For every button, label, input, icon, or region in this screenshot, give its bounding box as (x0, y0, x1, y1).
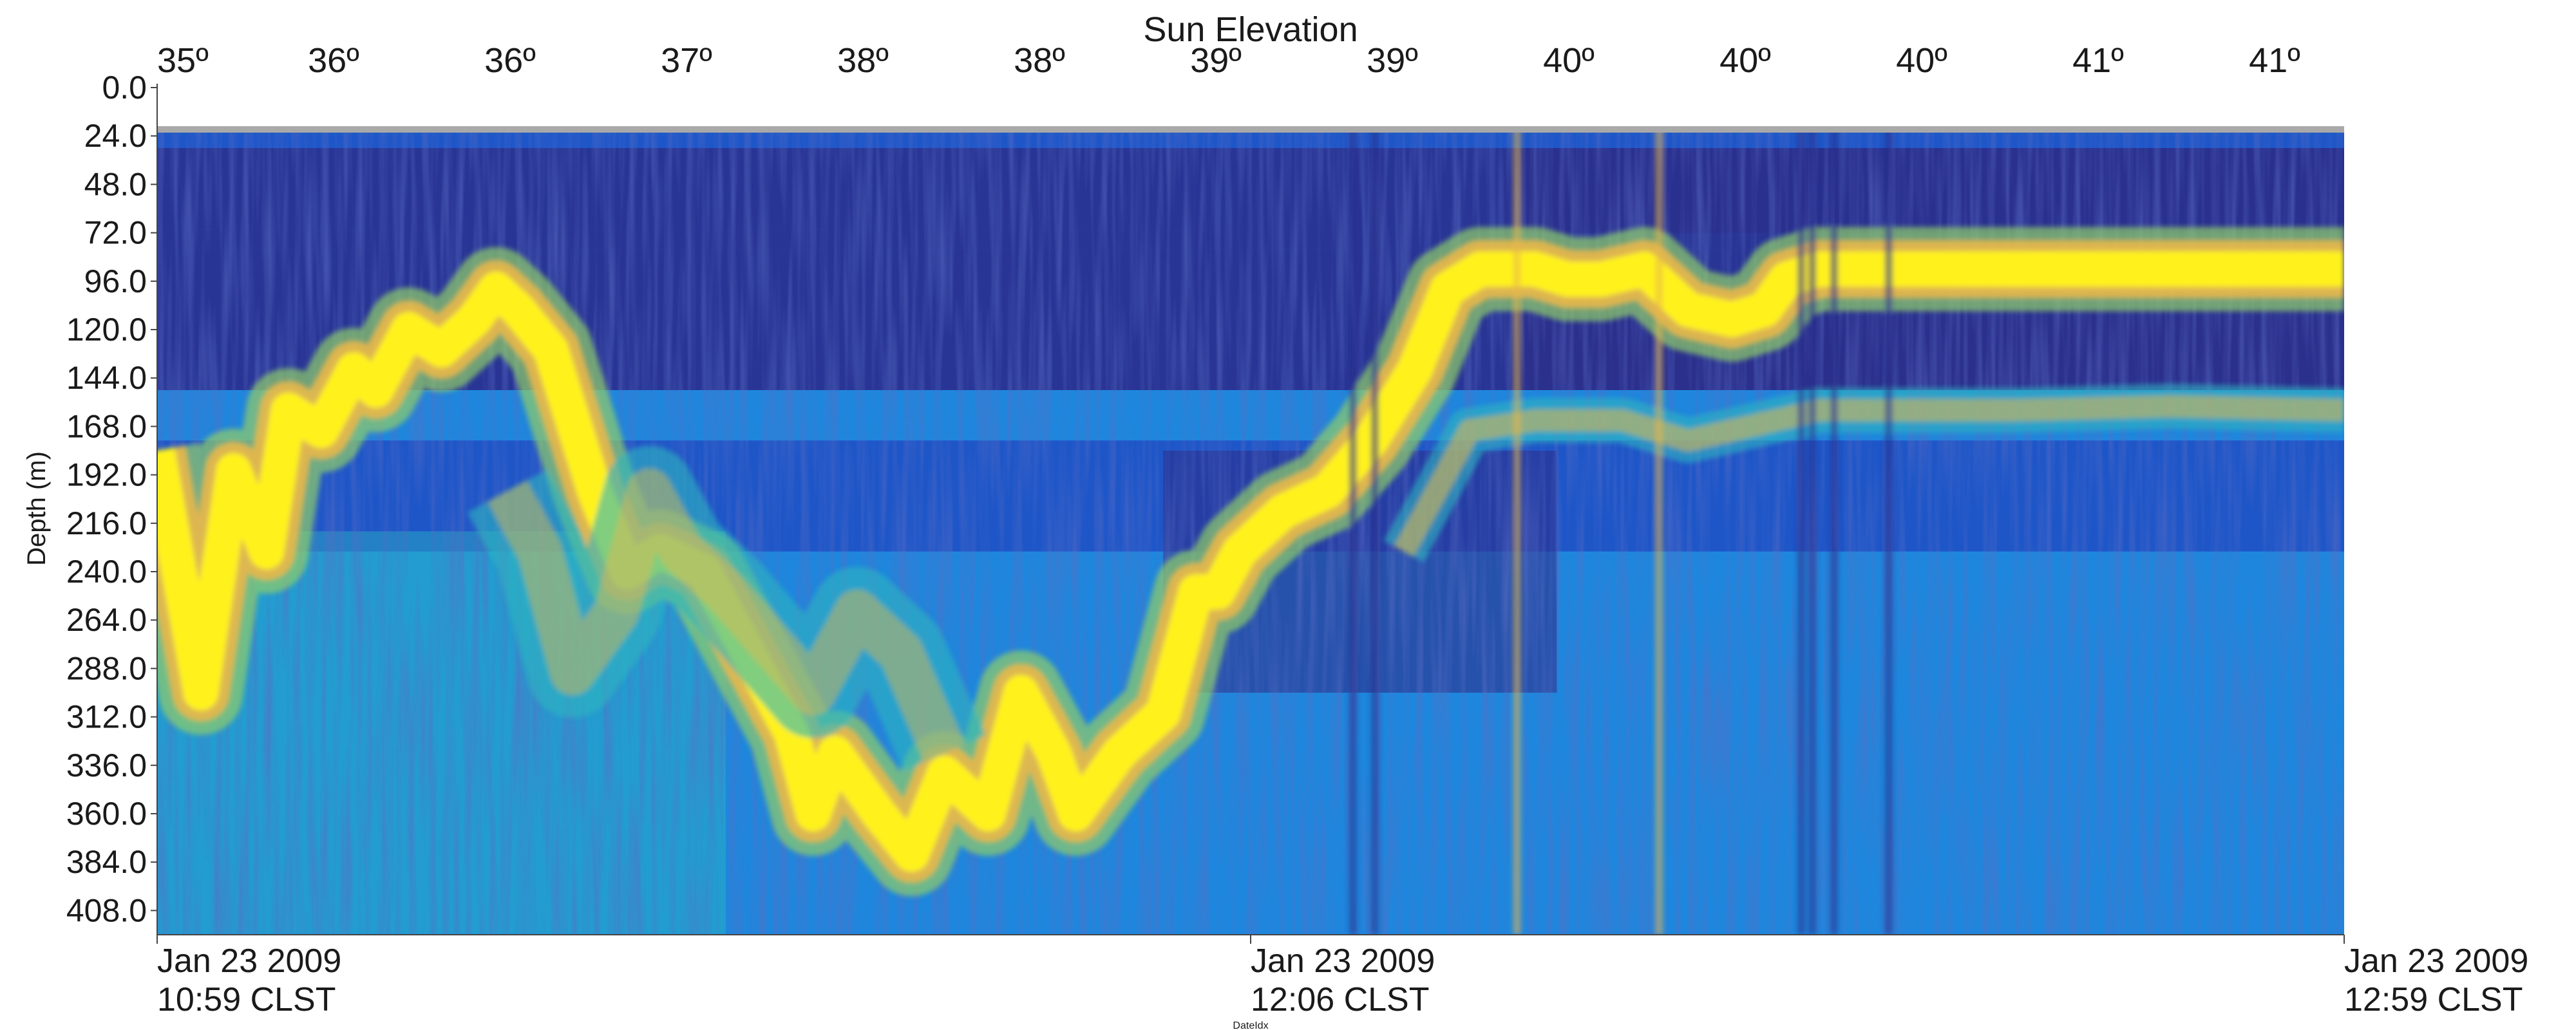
top-tick-label: 36º (308, 41, 359, 80)
y-tick-label: 96.0 (84, 263, 147, 299)
y-tick-label: 384.0 (66, 844, 147, 880)
top-tick-label: 41º (2072, 41, 2124, 80)
y-tick-label: 216.0 (66, 505, 147, 541)
top-tick-label: 38º (1014, 41, 1065, 80)
spike-artifact (1808, 126, 1816, 935)
top-axis-title: Sun Elevation (1143, 10, 1358, 49)
y-tick-label: 408.0 (66, 892, 147, 928)
top-tick-label: 40º (1896, 41, 1947, 80)
x-tick-date: Jan 23 2009 (1251, 942, 1435, 980)
y-tick-label: 312.0 (66, 699, 147, 735)
spike-artifact (1884, 126, 1893, 935)
spike-artifact (1370, 126, 1379, 935)
y-tick-label: 264.0 (66, 602, 147, 638)
top-tick-label: 39º (1190, 41, 1242, 80)
top-tick-label: 35º (157, 41, 209, 80)
y-tick-label: 192.0 (66, 457, 147, 493)
y-axis-ticks: 0.0 24.0 48.0 72.0 96.0 120.0 144.0 168.0 192.0 2… (66, 70, 157, 928)
no-data-band (157, 126, 2344, 133)
x-axis-title: DateIdx (1233, 1020, 1268, 1030)
x-tick-time: 12:06 CLST (1251, 981, 1430, 1018)
y-tick-label: 0.0 (102, 70, 147, 106)
x-tick-date: Jan 23 2009 (2344, 942, 2528, 980)
top-tick-label: 40º (1719, 41, 1771, 80)
y-axis-title: Depth (m) (23, 451, 51, 566)
spike-artifact (1655, 126, 1663, 935)
spike-artifact (1513, 126, 1521, 935)
scattering-layers (157, 126, 2344, 935)
spike-artifact (1830, 126, 1838, 935)
layer-b-core (487, 468, 965, 762)
y-tick-label: 48.0 (84, 166, 147, 202)
y-tick-label: 336.0 (66, 747, 147, 783)
top-axis-ticks: 35º 36º 36º 37º 38º 38º 39º 39º 40º 40º 40º 41º 41º (157, 41, 2300, 80)
top-tick-label: 41º (2249, 41, 2300, 80)
top-tick-label: 38º (837, 41, 889, 80)
y-tick-label: 288.0 (66, 650, 147, 686)
plot-area (157, 126, 2344, 935)
spike-artifact (1797, 126, 1805, 935)
top-tick-label: 39º (1367, 41, 1418, 80)
layer-a-core (157, 251, 2344, 872)
y-tick-label: 168.0 (66, 408, 147, 444)
layer-c-core (1394, 395, 2344, 557)
y-tick-label: 120.0 (66, 312, 147, 348)
y-tick-label: 240.0 (66, 554, 147, 590)
y-tick-label: 144.0 (66, 360, 147, 396)
x-tick-date: Jan 23 2009 (157, 942, 341, 980)
spike-artifact (1349, 126, 1357, 935)
y-tick-label: 360.0 (66, 796, 147, 832)
x-tick-time: 12:59 CLST (2344, 981, 2523, 1018)
top-tick-label: 37º (661, 41, 712, 80)
top-tick-label: 40º (1543, 41, 1595, 80)
top-tick-label: 36º (484, 41, 536, 80)
y-tick-label: 72.0 (84, 215, 147, 251)
y-tick-label: 24.0 (84, 118, 147, 154)
x-tick-time: 10:59 CLST (157, 981, 336, 1018)
